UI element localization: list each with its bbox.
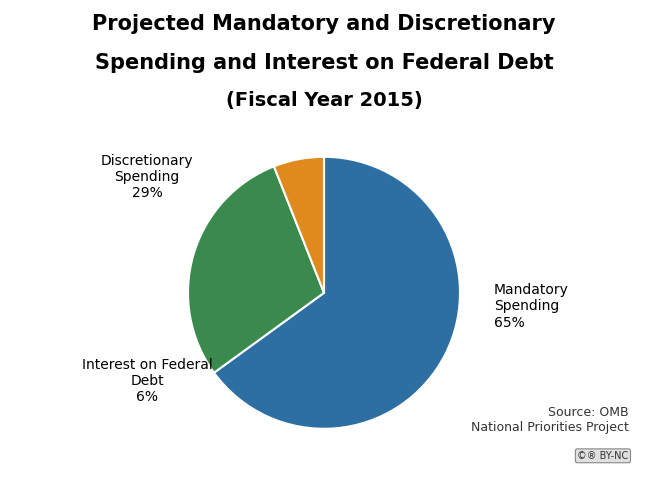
Text: Spending and Interest on Federal Debt: Spending and Interest on Federal Debt [95,53,553,73]
Text: Source: OMB
National Priorities Project: Source: OMB National Priorities Project [470,407,629,434]
Text: Discretionary
Spending
29%: Discretionary Spending 29% [101,154,194,200]
Text: Interest on Federal
Debt
6%: Interest on Federal Debt 6% [82,358,213,404]
Text: Mandatory
Spending
65%: Mandatory Spending 65% [494,283,569,330]
Wedge shape [274,157,324,293]
Text: ©® BY-NC: ©® BY-NC [577,451,629,461]
Wedge shape [188,167,324,373]
Text: (Fiscal Year 2015): (Fiscal Year 2015) [226,91,422,110]
Text: Projected Mandatory and Discretionary: Projected Mandatory and Discretionary [92,14,556,35]
Wedge shape [214,157,460,429]
